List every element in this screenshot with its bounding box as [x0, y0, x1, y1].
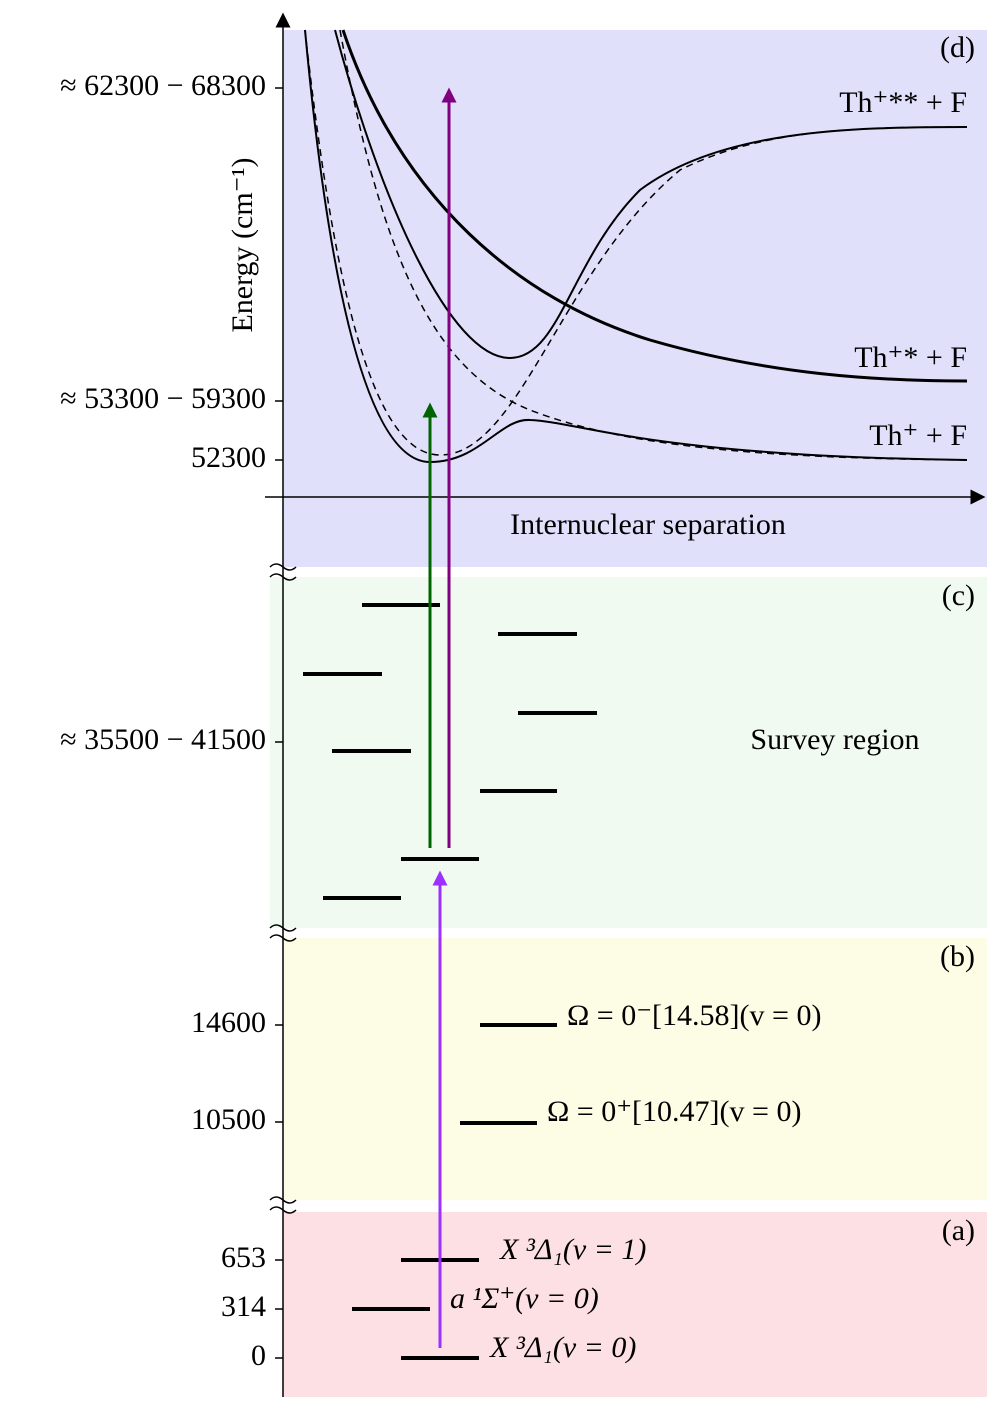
curve-label: Th⁺ + F: [869, 419, 967, 452]
curve: [304, 29, 968, 464]
curve-diabatic: [304, 29, 968, 456]
axis-breaks: [269, 563, 297, 1214]
panel-tag: (a): [942, 1214, 975, 1247]
curve-label: Th⁺* + F: [854, 341, 967, 374]
level-label: Ω = 0⁺[10.47](v = 0): [547, 1095, 801, 1128]
curve: [341, 29, 968, 383]
tick-label: 314: [221, 1290, 266, 1323]
x-axis-label: Internuclear separation: [510, 508, 786, 541]
panel-b: [283, 938, 987, 1200]
ticks: [275, 87, 283, 1359]
panel-d: [283, 30, 987, 567]
level-label: a ¹Σ⁺(v = 0): [450, 1282, 599, 1315]
tick-label: ≈ 35500 − 41500: [60, 723, 266, 756]
tick-label: ≈ 62300 − 68300: [60, 69, 266, 102]
panel-tag: (d): [940, 31, 975, 64]
level-label: Ω = 0⁻[14.58](v = 0): [567, 999, 821, 1032]
level-label: X ³Δ₁(v = 1): [499, 1233, 646, 1266]
tick-label: 653: [221, 1241, 266, 1274]
axis-label: Energy (cm⁻¹): [226, 157, 259, 332]
panel-a: [283, 1212, 987, 1397]
tick-label: 52300: [191, 441, 266, 474]
curve-label: Th⁺** + F: [839, 86, 967, 119]
level-label: X ³Δ₁(v = 0): [489, 1331, 636, 1364]
curve-diabatic: [339, 29, 968, 461]
curve: [334, 29, 968, 360]
levels-c: [303, 603, 597, 900]
tick-label: 10500: [191, 1103, 266, 1136]
tick-label: 14600: [191, 1006, 266, 1039]
potential-curves: [304, 29, 968, 464]
region-label: Survey region: [750, 723, 919, 756]
panel-tag: (b): [940, 940, 975, 973]
tick-label: 0: [251, 1339, 266, 1372]
tick-label: ≈ 53300 − 59300: [60, 382, 266, 415]
panel-tag: (c): [942, 579, 975, 612]
